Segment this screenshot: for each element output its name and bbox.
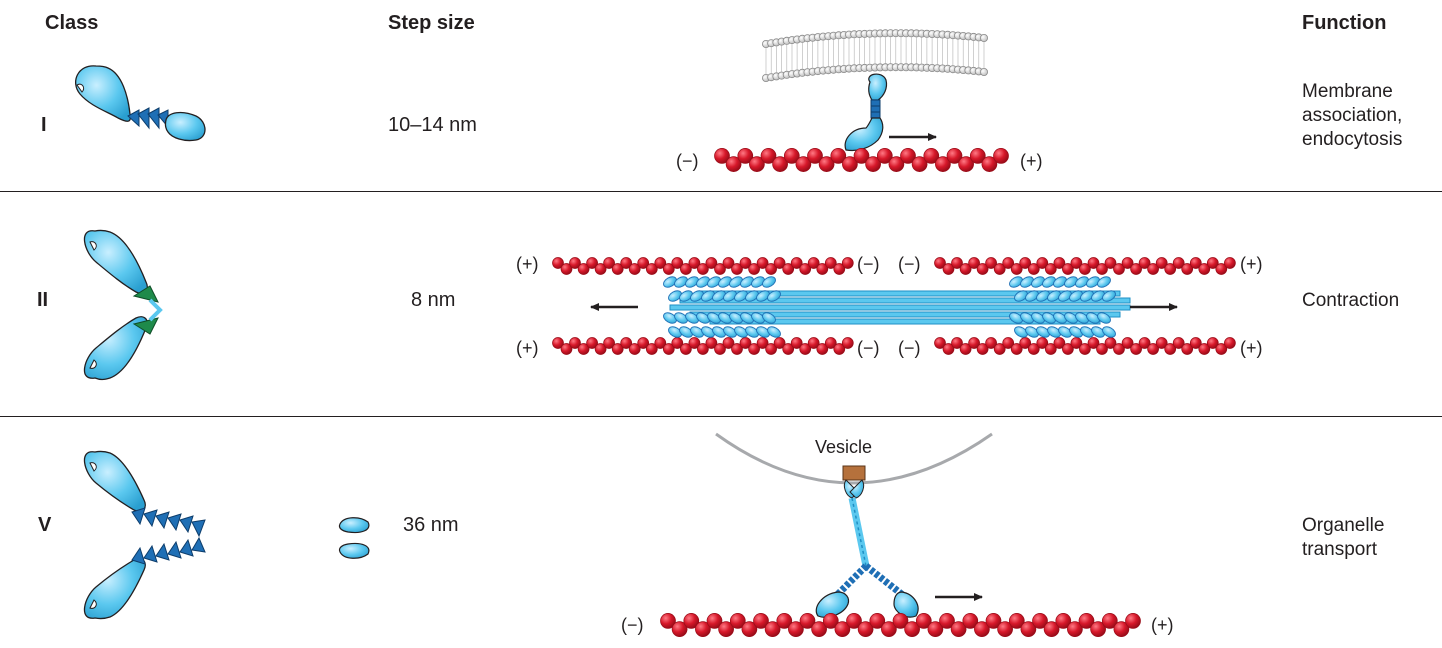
plus-end-v: (+) <box>1151 615 1174 635</box>
membrane-bilayer <box>762 29 989 83</box>
plus-end-ii-top-right: (+) <box>1240 254 1263 274</box>
minus-end-ii-top-center-right: (−) <box>898 254 921 274</box>
plus-end-ii-bottom-left: (+) <box>516 338 539 358</box>
function-v-line-1: Organelle <box>1302 515 1385 536</box>
function-ii: Contraction <box>1302 289 1399 313</box>
function-i-line-2: association, <box>1302 105 1403 126</box>
vesicle-label: Vesicle <box>815 437 872 457</box>
myosin-v-motor <box>815 465 919 618</box>
row-divider-1 <box>0 191 1442 192</box>
function-ii-line-1: Contraction <box>1302 290 1400 311</box>
actin-filament-ii-top-left <box>552 257 854 275</box>
step-size-ii: 8 nm <box>411 289 456 311</box>
step-size-v: 36 nm <box>403 514 459 536</box>
myosin-ii-thick-filament <box>663 276 1131 338</box>
vesicle-membrane <box>715 432 993 485</box>
function-v-line-2: transport <box>1302 539 1377 560</box>
minus-end-ii-bottom-center-right: (−) <box>898 338 921 358</box>
myosin-i-motor <box>844 73 888 152</box>
actin-filament-ii-bottom-left <box>552 337 854 355</box>
myosin-ii-icon <box>83 229 163 381</box>
actin-filament-v <box>660 613 1141 637</box>
myosin-v-icon <box>83 450 370 620</box>
minus-end-v: (−) <box>621 615 644 635</box>
minus-end-ii-top-center-left: (−) <box>857 254 880 274</box>
class-label-v: V <box>38 514 52 536</box>
myosin-i-icon <box>75 65 206 142</box>
plus-end-ii-bottom-right: (+) <box>1240 338 1263 358</box>
actin-filament-ii-top-right <box>934 257 1236 275</box>
minus-end-ii-bottom-center-left: (−) <box>857 338 880 358</box>
header-class: Class <box>45 12 99 34</box>
class-label-i: I <box>41 114 47 136</box>
function-i-line-1: Membrane <box>1302 81 1393 102</box>
function-v: Organelle transport <box>1302 514 1384 562</box>
function-i: Membrane association, endocytosis <box>1302 80 1402 152</box>
minus-end-i: (−) <box>676 151 699 171</box>
header-step-size: Step size <box>388 12 475 34</box>
plus-end-i: (+) <box>1020 151 1043 171</box>
class-label-ii: II <box>37 289 49 311</box>
actin-filament-i <box>714 148 1009 172</box>
actin-filament-ii-bottom-right <box>934 337 1236 355</box>
plus-end-ii-top-left: (+) <box>516 254 539 274</box>
row-divider-2 <box>0 416 1442 417</box>
header-function: Function <box>1302 12 1387 34</box>
function-i-line-3: endocytosis <box>1302 129 1403 150</box>
step-size-i: 10–14 nm <box>388 114 477 136</box>
